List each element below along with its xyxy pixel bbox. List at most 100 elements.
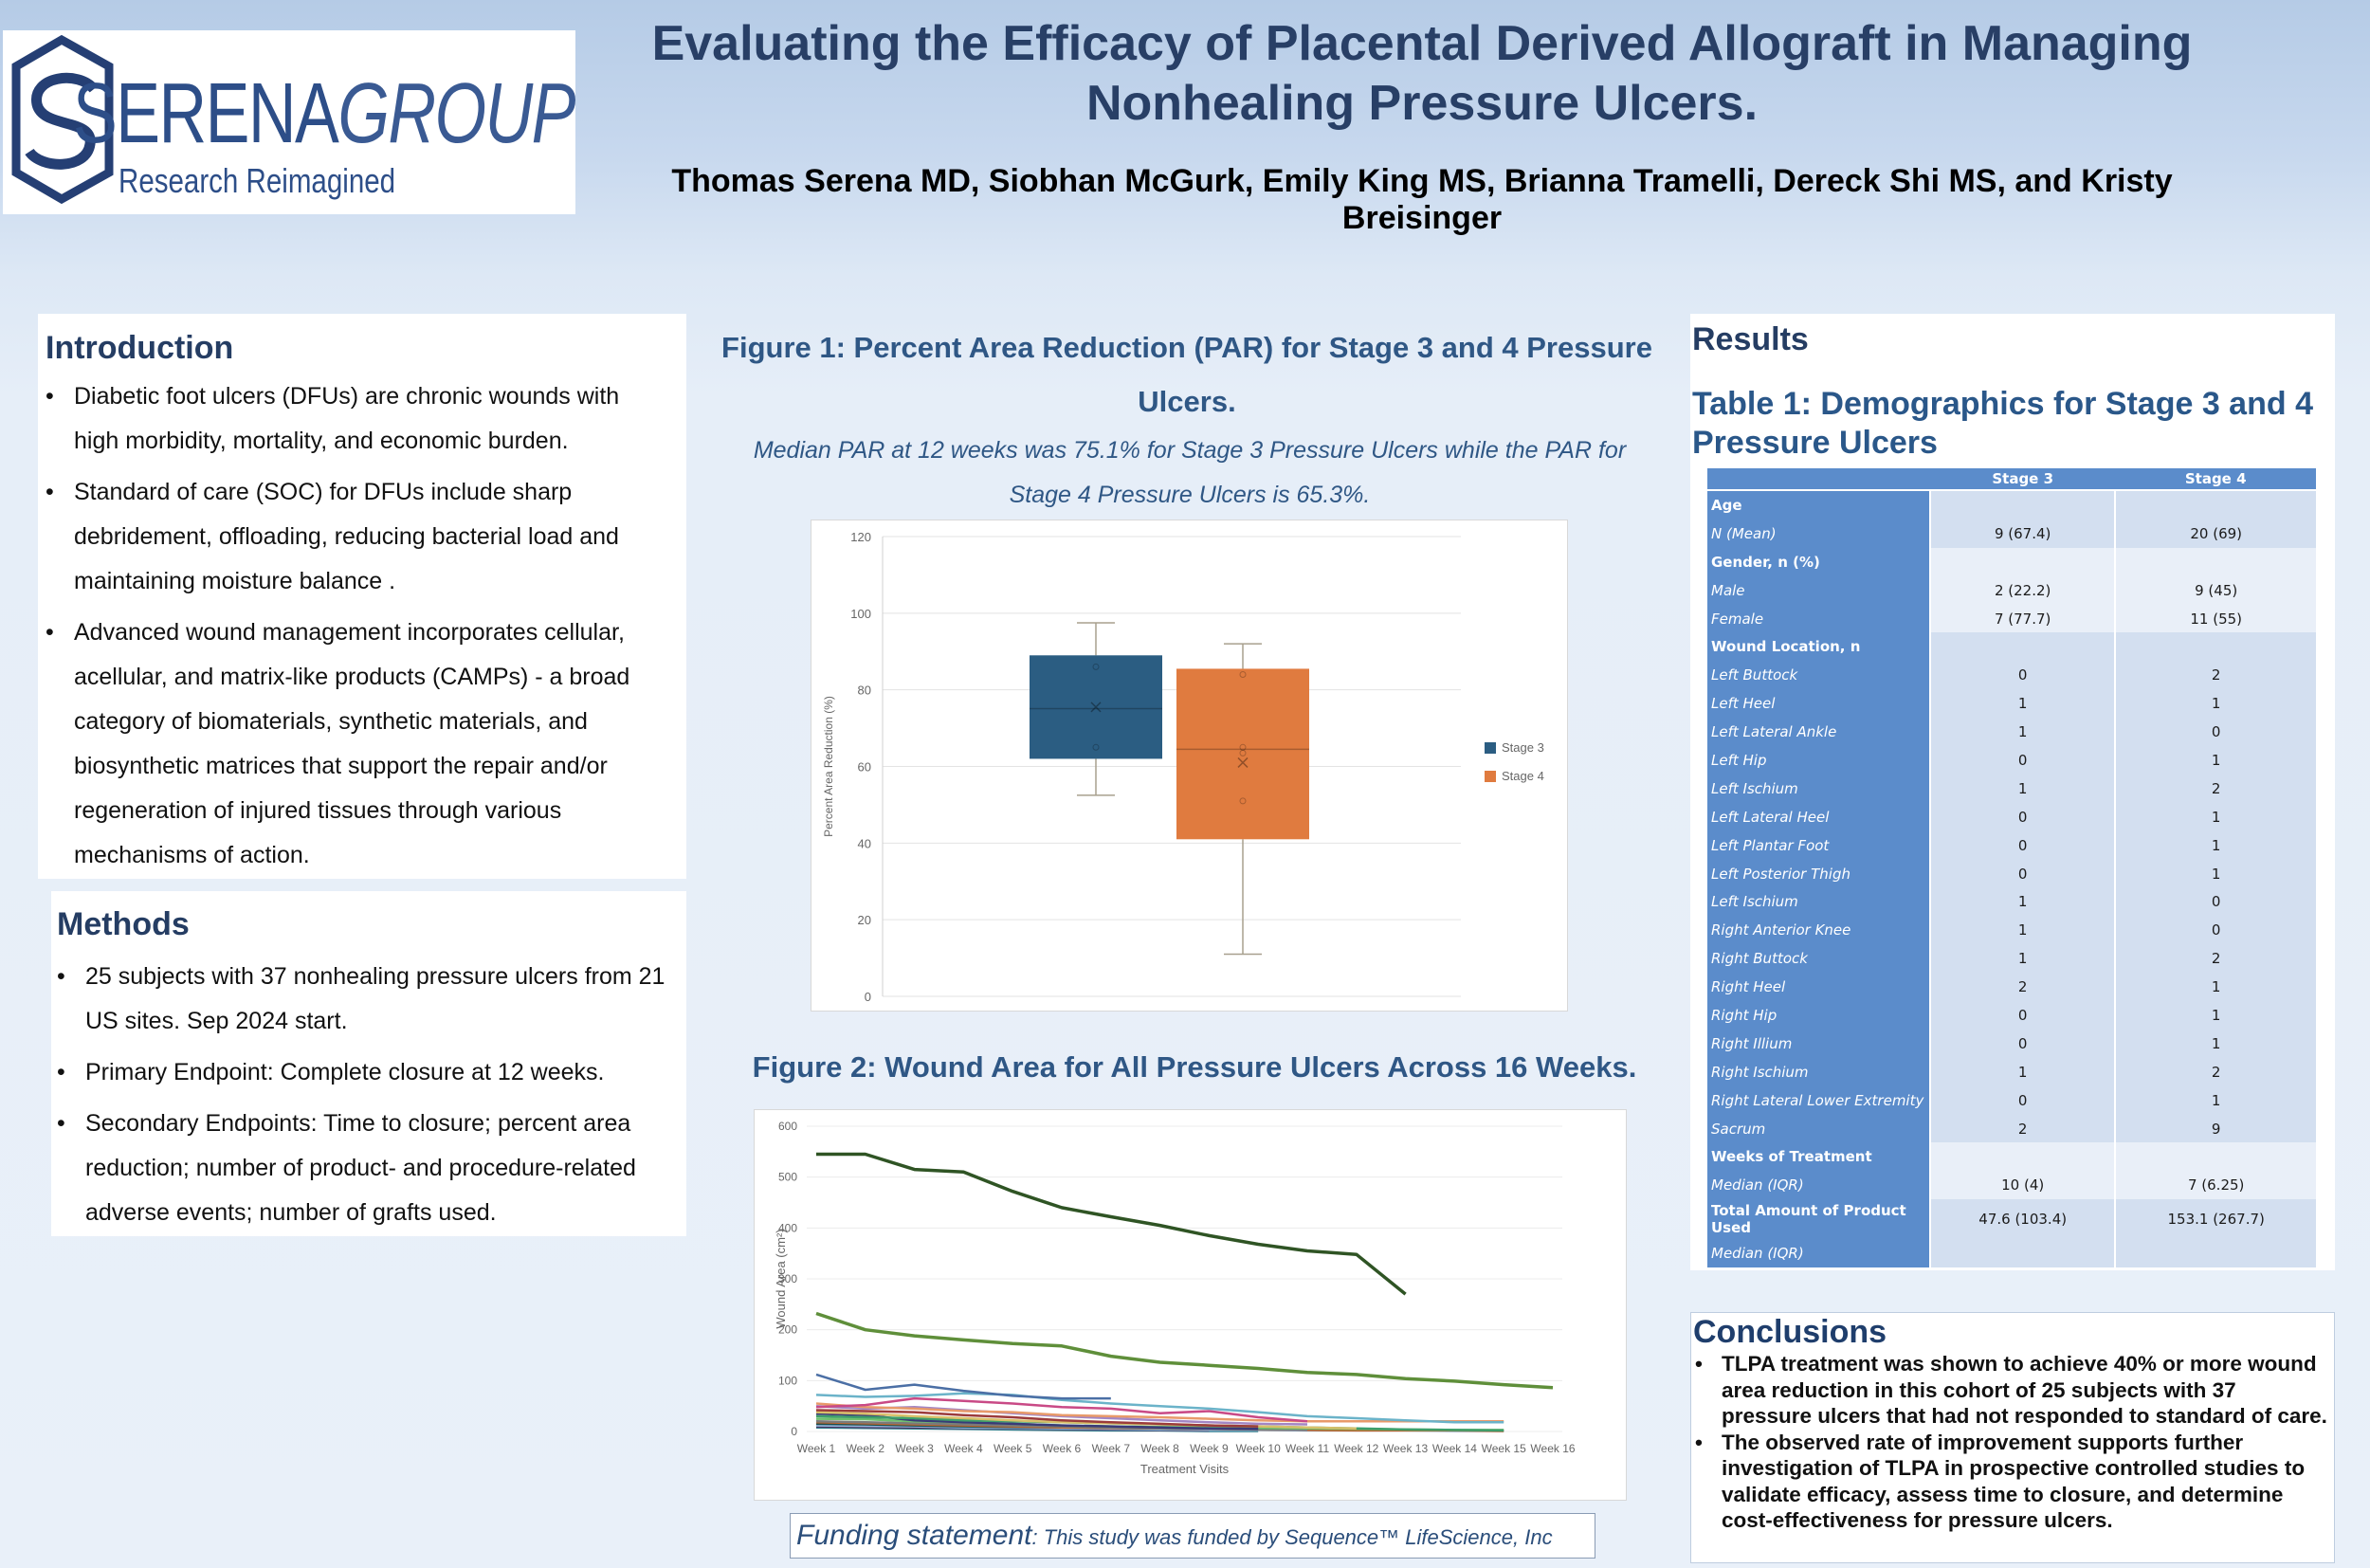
row-label: Median (IQR) <box>1707 1239 1931 1268</box>
methods-heading: Methods <box>57 906 190 942</box>
y-tick-label: 100 <box>850 607 871 621</box>
x-tick-label: Week 8 <box>1140 1442 1179 1455</box>
stage3-value: 0 <box>1930 1001 2117 1030</box>
series-line-wound-e <box>815 1396 1308 1423</box>
table-row: Right Illium 0 1 <box>1707 1029 2316 1058</box>
stage3-value: 47.6 (103.4) <box>1930 1199 2117 1240</box>
row-label: N (Mean) <box>1707 519 1931 548</box>
x-tick-label: Week 9 <box>1190 1442 1229 1455</box>
introduction-heading: Introduction <box>46 330 234 366</box>
stage3-value: 2 <box>1930 973 2117 1002</box>
table-row: Weeks of Treatment <box>1707 1142 2316 1172</box>
stage4-value <box>2115 547 2316 576</box>
intro-bullet: Advanced wound management incorporates c… <box>46 611 667 878</box>
y-tick-label: 20 <box>858 913 871 927</box>
series-line-wound-a <box>816 1152 1407 1296</box>
table-body: Age N (Mean) 9 (67.4) 20 (69) Gender, n (%) M… <box>1707 490 2316 1268</box>
row-label: Left Plantar Foot <box>1707 830 1931 860</box>
intro-bullet: Standard of care (SOC) for DFUs include … <box>46 470 667 604</box>
figure1-caption: Median PAR at 12 weeks was 75.1% for Sta… <box>753 437 1627 508</box>
row-label: Left Lateral Ankle <box>1707 718 1931 747</box>
x-tick-label: Week 7 <box>1092 1442 1131 1455</box>
table-header-row: Stage 3 Stage 4 <box>1707 468 2316 491</box>
data-point <box>1239 671 1247 678</box>
row-label: Median (IQR) <box>1707 1171 1931 1200</box>
stage3-value <box>1930 490 2117 520</box>
introduction-section: Introduction Diabetic foot ulcers (DFUs)… <box>38 314 686 879</box>
methods-section: Methods 25 subjects with 37 nonhealing p… <box>51 891 686 1236</box>
stage3-value: 0 <box>1930 661 2117 690</box>
table-row: Median (IQR) <box>1707 1239 2316 1268</box>
stage3-value: 1 <box>1930 944 2117 974</box>
row-label: Left Ischium <box>1707 774 1931 803</box>
stage4-value: 1 <box>2115 1029 2316 1058</box>
logo-brand-main: SERENA <box>73 66 339 161</box>
stage3-value: 1 <box>1930 887 2117 917</box>
stage4-value: 2 <box>2115 774 2316 803</box>
results-section: Results Table 1: Demographics for Stage … <box>1690 314 2335 1270</box>
row-label: Right Ischium <box>1707 1057 1931 1086</box>
y-tick-label: 300 <box>778 1272 797 1285</box>
y-axis-label: Wound Area (cm²) <box>774 1229 788 1328</box>
y-tick-label: 60 <box>858 760 871 775</box>
conclusions-section: Conclusions TLPA treatment was shown to … <box>1690 1312 2335 1563</box>
stage3-value: 1 <box>1930 774 2117 803</box>
y-axis-label: Percent Area Reduction (%) <box>822 696 835 837</box>
y-tick-label: 0 <box>865 990 871 1004</box>
introduction-list: Diabetic foot ulcers (DFUs) are chronic … <box>38 367 686 878</box>
box-stage-4 <box>1176 668 1309 840</box>
methods-bullet: Secondary Endpoints: Time to closure; pe… <box>57 1102 686 1235</box>
table-row: Sacrum 2 9 <box>1707 1114 2316 1143</box>
row-label: Total Amount of Product Used <box>1707 1199 1931 1240</box>
row-label: Left Ischium <box>1707 887 1931 917</box>
x-tick-label: Week 13 <box>1383 1442 1428 1455</box>
stage3-value: 2 (22.2) <box>1930 575 2117 605</box>
stage3-value: 1 <box>1930 916 2117 945</box>
x-tick-label: Week 10 <box>1236 1442 1281 1455</box>
table-row: Right Anterior Knee 1 0 <box>1707 916 2316 945</box>
conclusions-list: TLPA treatment was shown to achieve 40% … <box>1691 1351 2334 1534</box>
stage4-value: 2 <box>2115 944 2316 974</box>
series-line-wound-b <box>815 1311 1554 1390</box>
stage4-value <box>2115 632 2316 662</box>
stage3-value: 0 <box>1930 1029 2117 1058</box>
authors: Thomas Serena MD, Siobhan McGurk, Emily … <box>671 163 2173 236</box>
logo-brand-group: GROUP <box>337 66 575 161</box>
table-row: Left Ischium 1 2 <box>1707 774 2316 803</box>
stage4-value: 1 <box>2115 859 2316 888</box>
logo-hexagon-icon <box>11 34 114 205</box>
funding-text: : This study was funded by Sequence™ Lif… <box>1031 1525 1553 1549</box>
stage4-value: 1 <box>2115 973 2316 1002</box>
y-tick-label: 500 <box>778 1171 797 1184</box>
data-point <box>1092 663 1100 670</box>
table-row: Left Heel 1 1 <box>1707 689 2316 719</box>
stage4-value: 2 <box>2115 1057 2316 1086</box>
methods-list: 25 subjects with 37 nonhealing pressure … <box>51 943 686 1235</box>
row-label: Left Lateral Heel <box>1707 802 1931 831</box>
stage3-value: 0 <box>1930 859 2117 888</box>
table-row: Age <box>1707 490 2316 520</box>
stage4-value: 1 <box>2115 689 2316 719</box>
legend-swatch <box>1485 771 1496 782</box>
row-label: Right Lateral Lower Extremity <box>1707 1085 1931 1115</box>
table-row: Right Buttock 1 2 <box>1707 944 2316 974</box>
row-label: Left Heel <box>1707 689 1931 719</box>
row-label: Gender, n (%) <box>1707 547 1931 576</box>
series-line-wound-f <box>815 1402 1504 1423</box>
series-line-wound-d <box>815 1392 1504 1424</box>
row-label: Sacrum <box>1707 1114 1931 1143</box>
poster-title: Evaluating the Efficacy of Placental Der… <box>607 14 2237 134</box>
table-header-blank <box>1707 468 1930 491</box>
x-tick-label: Week 15 <box>1482 1442 1526 1455</box>
stage3-value: 0 <box>1930 1085 2117 1115</box>
stage4-value: 2 <box>2115 661 2316 690</box>
stage4-value <box>2115 1239 2316 1268</box>
table-row: Left Hip 0 1 <box>1707 746 2316 775</box>
row-label: Female <box>1707 604 1931 633</box>
figure2-title: Figure 2: Wound Area for All Pressure Ul… <box>752 1050 1637 1084</box>
funding-statement: Funding statement: This study was funded… <box>790 1513 1595 1559</box>
table-header-stage3: Stage 3 <box>1930 468 2116 491</box>
table1-title: Table 1: Demographics for Stage 3 and 4 … <box>1692 386 2313 461</box>
x-tick-label: Week 5 <box>994 1442 1032 1455</box>
title-line-2: Nonhealing Pressure Ulcers. <box>1085 76 1759 131</box>
